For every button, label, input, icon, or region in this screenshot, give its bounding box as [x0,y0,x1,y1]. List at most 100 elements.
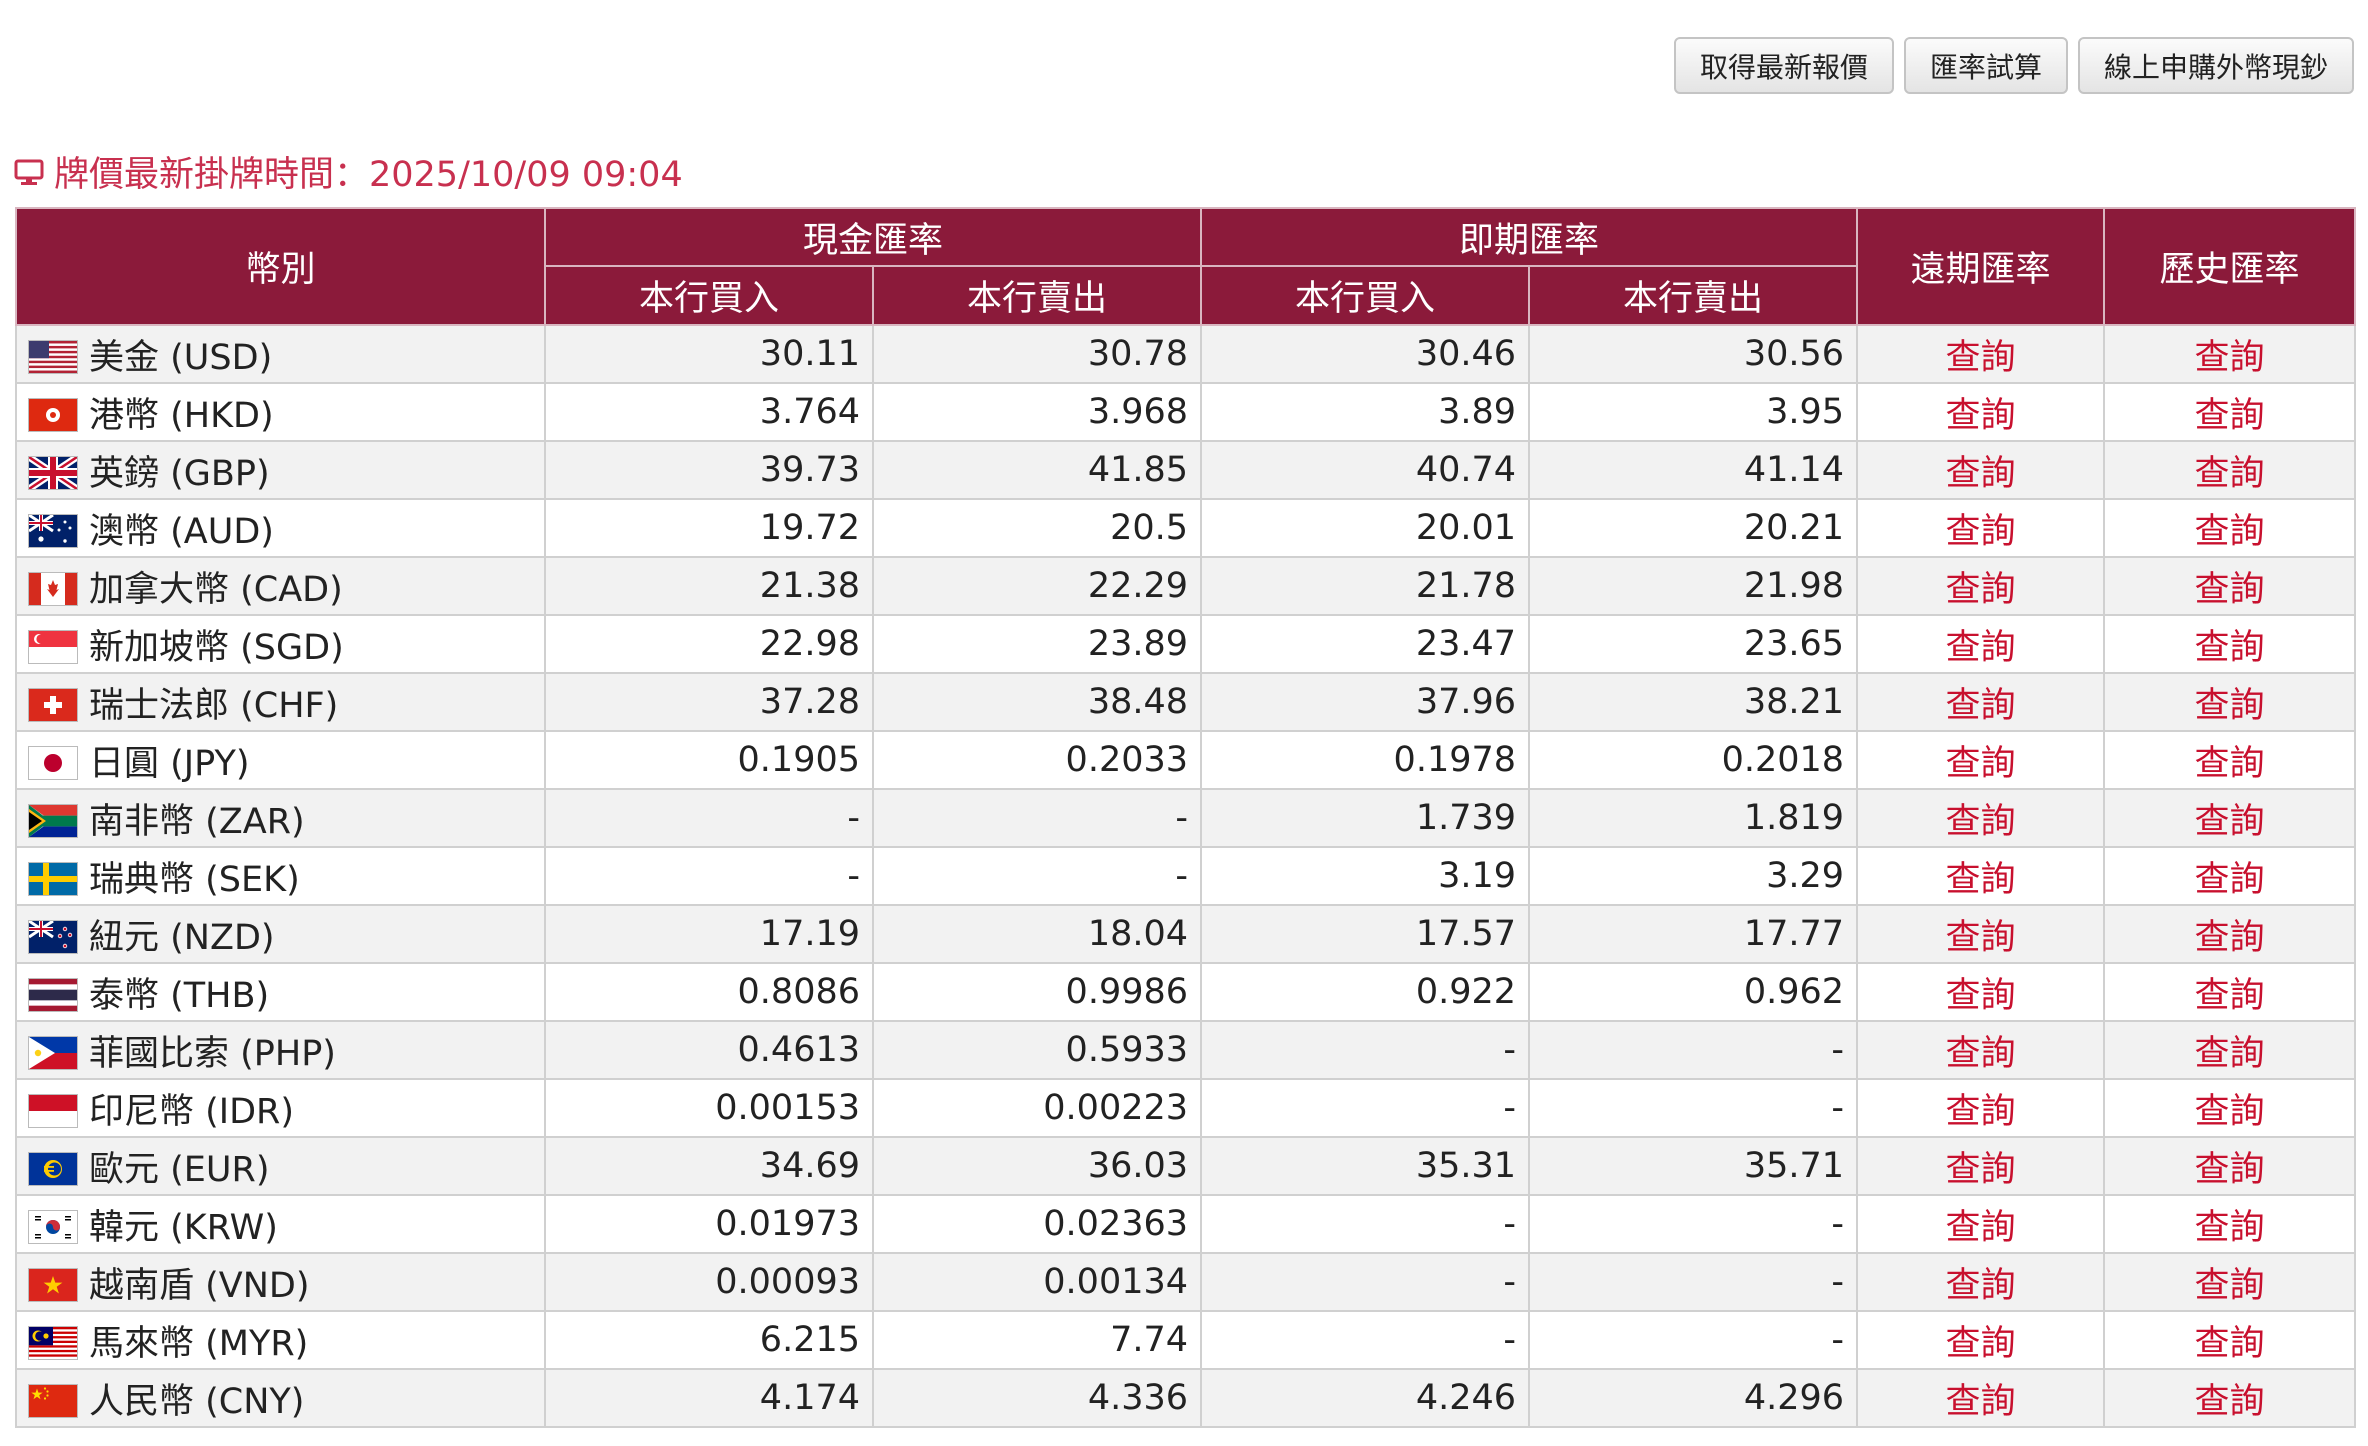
forward-rate-query-link[interactable]: 查詢 [1856,672,2106,732]
forward-rate-query-link[interactable]: 查詢 [1856,1194,2106,1254]
currency-name: 日圓 (JPY) [89,743,250,784]
forward-rate-query-link[interactable]: 查詢 [1856,556,2106,616]
currency-cell: 澳幣 (AUD) [15,498,546,558]
cash-sell-cell: 23.89 [871,614,1203,674]
history-rate-query-link[interactable]: 查詢 [2103,788,2357,848]
forward-rate-query-link[interactable]: 查詢 [1856,1078,2106,1138]
rate-calculator-button[interactable]: 匯率試算 [1904,37,2068,94]
cn-flag-icon [29,1384,77,1417]
currency-name: 港幣 (HKD) [89,395,274,436]
cash-buy-cell: 37.28 [544,672,874,732]
table-row: 菲國比索 (PHP) 0.4613 0.5933- - 查詢 查詢 [15,1020,2357,1080]
spot-sell-cell: 20.21 [1528,498,1859,558]
forward-rate-query-link[interactable]: 查詢 [1856,1136,2106,1196]
cash-buy-cell: 19.72 [544,498,874,558]
currency-name: 澳幣 (AUD) [89,511,274,552]
table-row: 港幣 (HKD) 3.764 3.968 3.89 3.95 查詢 查詢 [15,382,2357,442]
spot-sell-cell: 38.21 [1528,672,1859,732]
forward-rate-query-link[interactable]: 查詢 [1856,788,2106,848]
history-rate-query-link[interactable]: 查詢 [2103,730,2357,790]
currency-name: 英鎊 (GBP) [89,453,270,494]
header-cash-buy: 本行買入 [544,265,874,326]
table-row: 印尼幣 (IDR) 0.00153 0.00223- - 查詢 查詢 [15,1078,2357,1138]
forward-rate-query-link[interactable]: 查詢 [1856,1020,2106,1080]
header-spot-rate: 即期匯率 [1200,207,1859,267]
forward-rate-query-link[interactable]: 查詢 [1856,1310,2106,1370]
spot-buy-cell: 3.89 [1200,382,1531,442]
spot-sell-cell: 21.98 [1528,556,1859,616]
spot-sell-cell: - [1528,1078,1859,1138]
cash-buy-cell: 4.174 [544,1368,874,1428]
spot-buy-cell: - [1200,1310,1531,1370]
get-latest-quote-button[interactable]: 取得最新報價 [1674,37,1894,94]
history-rate-query-link[interactable]: 查詢 [2103,1252,2357,1312]
cash-sell-cell: 0.00134 [871,1252,1203,1312]
spot-buy-cell: 1.739 [1200,788,1531,848]
currency-cell: 新加坡幣 (SGD) [15,614,546,674]
cash-buy-cell: 0.8086 [544,962,874,1022]
sg-flag-icon [29,630,77,663]
spot-sell-cell: 30.56 [1528,324,1859,384]
history-rate-query-link[interactable]: 查詢 [2103,846,2357,906]
cash-sell-cell: 30.78 [871,324,1203,384]
spot-sell-cell: - [1528,1310,1859,1370]
table-row: 瑞士法郎 (CHF) 37.28 38.48 37.96 38.21 查詢 查詢 [15,672,2357,732]
spot-buy-cell: 37.96 [1200,672,1531,732]
forward-rate-query-link[interactable]: 查詢 [1856,440,2106,500]
history-rate-query-link[interactable]: 查詢 [2103,904,2357,964]
cash-buy-cell: 17.19 [544,904,874,964]
spot-sell-cell: - [1528,1194,1859,1254]
forward-rate-query-link[interactable]: 查詢 [1856,904,2106,964]
history-rate-query-link[interactable]: 查詢 [2103,672,2357,732]
table-row: 英鎊 (GBP) 39.73 41.85 40.74 41.14 查詢 查詢 [15,440,2357,500]
id-flag-icon [29,1094,77,1127]
header-spot-buy: 本行買入 [1200,265,1531,326]
spot-sell-cell: 1.819 [1528,788,1859,848]
toolbar: 取得最新報價 匯率試算 線上申購外幣現鈔 [1674,37,2354,94]
currency-cell: 瑞典幣 (SEK) [15,846,546,906]
cash-buy-cell: 21.38 [544,556,874,616]
table-row: 美金 (USD) 30.11 30.78 30.46 30.56 查詢 查詢 [15,324,2357,384]
forward-rate-query-link[interactable]: 查詢 [1856,498,2106,558]
spot-sell-cell: 41.14 [1528,440,1859,500]
history-rate-query-link[interactable]: 查詢 [2103,556,2357,616]
history-rate-query-link[interactable]: 查詢 [2103,1194,2357,1254]
forward-rate-query-link[interactable]: 查詢 [1856,846,2106,906]
forward-rate-query-link[interactable]: 查詢 [1856,324,2106,384]
history-rate-query-link[interactable]: 查詢 [2103,1020,2357,1080]
cash-buy-cell: 0.1905 [544,730,874,790]
forward-rate-query-link[interactable]: 查詢 [1856,1368,2106,1428]
us-flag-icon [29,340,77,373]
history-rate-query-link[interactable]: 查詢 [2103,440,2357,500]
spot-buy-cell: 30.46 [1200,324,1531,384]
spot-buy-cell: 17.57 [1200,904,1531,964]
history-rate-query-link[interactable]: 查詢 [2103,324,2357,384]
online-cash-purchase-button[interactable]: 線上申購外幣現鈔 [2078,37,2354,94]
forward-rate-query-link[interactable]: 查詢 [1856,730,2106,790]
table-row: 澳幣 (AUD) 19.72 20.5 20.01 20.21 查詢 查詢 [15,498,2357,558]
history-rate-query-link[interactable]: 查詢 [2103,498,2357,558]
forward-rate-query-link[interactable]: 查詢 [1856,962,2106,1022]
forward-rate-query-link[interactable]: 查詢 [1856,1252,2106,1312]
history-rate-query-link[interactable]: 查詢 [2103,614,2357,674]
currency-cell: 瑞士法郎 (CHF) [15,672,546,732]
cash-sell-cell: 0.2033 [871,730,1203,790]
history-rate-query-link[interactable]: 查詢 [2103,382,2357,442]
history-rate-query-link[interactable]: 查詢 [2103,1310,2357,1370]
spot-sell-cell: 0.2018 [1528,730,1859,790]
ph-flag-icon [29,1036,77,1069]
history-rate-query-link[interactable]: 查詢 [2103,1368,2357,1428]
forward-rate-query-link[interactable]: 查詢 [1856,382,2106,442]
currency-name: 馬來幣 (MYR) [89,1323,309,1364]
table-row: 泰幣 (THB) 0.8086 0.9986 0.922 0.962 查詢 查詢 [15,962,2357,1022]
spot-sell-cell: 3.29 [1528,846,1859,906]
forward-rate-query-link[interactable]: 查詢 [1856,614,2106,674]
spot-sell-cell: 17.77 [1528,904,1859,964]
header-forward-rate: 遠期匯率 [1856,207,2106,326]
history-rate-query-link[interactable]: 查詢 [2103,1136,2357,1196]
history-rate-query-link[interactable]: 查詢 [2103,962,2357,1022]
cash-buy-cell: 0.01973 [544,1194,874,1254]
table-row: 加拿大幣 (CAD) 21.38 22.29 21.78 21.98 查詢 查詢 [15,556,2357,616]
history-rate-query-link[interactable]: 查詢 [2103,1078,2357,1138]
currency-cell: 歐元 (EUR) [15,1136,546,1196]
